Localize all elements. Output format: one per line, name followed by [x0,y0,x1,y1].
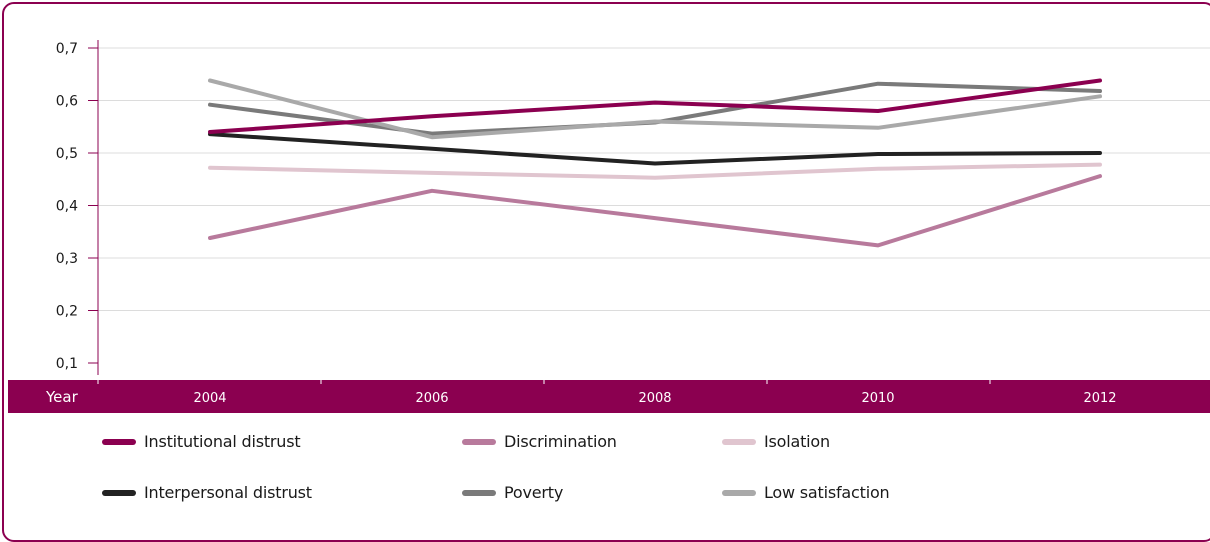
y-tick-label: 0,2 [56,304,78,320]
y-tick-label: 0,5 [56,146,78,162]
series-line-low-satisfaction [208,78,1102,140]
x-tick-label: 2012 [1083,391,1116,406]
y-tick-label: 0,1 [56,356,78,372]
y-tick-label: 0,7 [56,41,78,57]
series-line-interpersonal-distrust [208,132,1102,166]
y-axis: 0,1 0,2 0,3 0,4 0,5 0,6 0,7 [56,40,99,380]
x-axis-title: Year [45,388,79,406]
series-line-poverty [208,81,1102,136]
x-tick-label: 2010 [861,391,894,406]
y-tick-label: 0,4 [56,199,78,215]
series-line-isolation [208,162,1102,180]
series-line-discrimination [208,174,1102,248]
x-tick-label: 2004 [193,391,226,406]
x-tick-label: 2008 [638,391,671,406]
x-axis: 2004 2006 2008 2010 2012 [97,375,1117,406]
series-lines [208,78,1102,248]
x-tick-label: 2006 [415,391,448,406]
y-tick-label: 0,3 [56,251,78,267]
series-line-institutional-distrust [208,78,1102,134]
y-tick-label: 0,6 [56,94,78,110]
x-axis-band [8,380,1210,413]
